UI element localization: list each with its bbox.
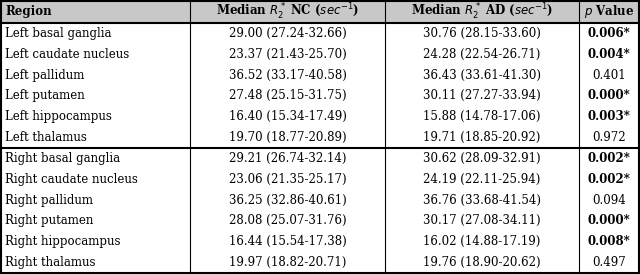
Text: 36.52 (33.17-40.58): 36.52 (33.17-40.58): [228, 68, 346, 82]
Text: 28.08 (25.07-31.76): 28.08 (25.07-31.76): [228, 215, 346, 227]
Text: Left thalamus: Left thalamus: [5, 131, 87, 144]
Text: 19.76 (18.90-20.62): 19.76 (18.90-20.62): [423, 256, 541, 269]
Text: 19.97 (18.82-20.71): 19.97 (18.82-20.71): [229, 256, 346, 269]
Text: 19.71 (18.85-20.92): 19.71 (18.85-20.92): [423, 131, 541, 144]
Text: 0.006*: 0.006*: [588, 27, 630, 40]
Text: Right pallidum: Right pallidum: [5, 194, 93, 207]
Text: Right basal ganglia: Right basal ganglia: [5, 152, 120, 165]
Text: 23.37 (21.43-25.70): 23.37 (21.43-25.70): [228, 48, 346, 61]
Text: 30.62 (28.09-32.91): 30.62 (28.09-32.91): [423, 152, 541, 165]
Text: 0.000*: 0.000*: [588, 215, 630, 227]
Text: Right putamen: Right putamen: [5, 215, 93, 227]
Text: 36.76 (33.68-41.54): 36.76 (33.68-41.54): [423, 194, 541, 207]
Text: Median $R_2^*$ AD ($sec^{-1}$): Median $R_2^*$ AD ($sec^{-1}$): [411, 2, 553, 22]
Text: Right thalamus: Right thalamus: [5, 256, 95, 269]
Text: 0.002*: 0.002*: [588, 173, 630, 186]
Text: 0.008*: 0.008*: [588, 235, 630, 248]
Bar: [1, 1, 639, 23]
Text: 23.06 (21.35-25.17): 23.06 (21.35-25.17): [228, 173, 346, 186]
Text: Left putamen: Left putamen: [5, 89, 84, 102]
Text: Region: Region: [5, 5, 52, 19]
Text: Right hippocampus: Right hippocampus: [5, 235, 120, 248]
Text: 36.43 (33.61-41.30): 36.43 (33.61-41.30): [423, 68, 541, 82]
Text: 16.44 (15.54-17.38): 16.44 (15.54-17.38): [228, 235, 346, 248]
Text: Left caudate nucleus: Left caudate nucleus: [5, 48, 129, 61]
Text: Right caudate nucleus: Right caudate nucleus: [5, 173, 138, 186]
Text: Left basal ganglia: Left basal ganglia: [5, 27, 111, 40]
Text: 0.972: 0.972: [592, 131, 626, 144]
Text: 24.28 (22.54-26.71): 24.28 (22.54-26.71): [423, 48, 541, 61]
Text: Median $R_2^*$ NC ($sec^{-1}$): Median $R_2^*$ NC ($sec^{-1}$): [216, 2, 359, 22]
Text: 16.02 (14.88-17.19): 16.02 (14.88-17.19): [423, 235, 541, 248]
Text: 27.48 (25.15-31.75): 27.48 (25.15-31.75): [228, 89, 346, 102]
Text: 0.497: 0.497: [592, 256, 626, 269]
Text: 16.40 (15.34-17.49): 16.40 (15.34-17.49): [228, 110, 346, 123]
Text: 0.003*: 0.003*: [588, 110, 630, 123]
Text: 0.002*: 0.002*: [588, 152, 630, 165]
Text: 36.25 (32.86-40.61): 36.25 (32.86-40.61): [228, 194, 346, 207]
Text: 15.88 (14.78-17.06): 15.88 (14.78-17.06): [423, 110, 541, 123]
Text: 0.000*: 0.000*: [588, 89, 630, 102]
Text: 19.70 (18.77-20.89): 19.70 (18.77-20.89): [228, 131, 346, 144]
Text: 30.11 (27.27-33.94): 30.11 (27.27-33.94): [423, 89, 541, 102]
Text: 0.401: 0.401: [592, 68, 626, 82]
Text: Left pallidum: Left pallidum: [5, 68, 84, 82]
Text: 0.004*: 0.004*: [588, 48, 630, 61]
Text: 29.00 (27.24-32.66): 29.00 (27.24-32.66): [228, 27, 346, 40]
Text: Left hippocampus: Left hippocampus: [5, 110, 112, 123]
Text: 30.76 (28.15-33.60): 30.76 (28.15-33.60): [423, 27, 541, 40]
Text: $p$ Value: $p$ Value: [584, 4, 634, 21]
Text: 29.21 (26.74-32.14): 29.21 (26.74-32.14): [229, 152, 346, 165]
Text: 24.19 (22.11-25.94): 24.19 (22.11-25.94): [423, 173, 541, 186]
Text: 30.17 (27.08-34.11): 30.17 (27.08-34.11): [423, 215, 541, 227]
Text: 0.094: 0.094: [592, 194, 626, 207]
